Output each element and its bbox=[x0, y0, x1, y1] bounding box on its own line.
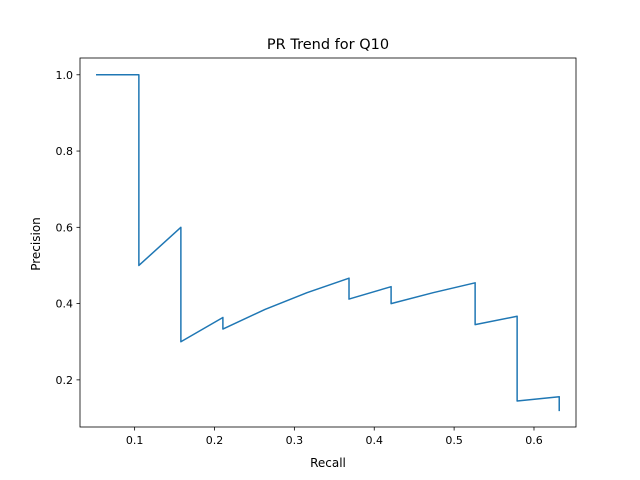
x-tick-label: 0.5 bbox=[445, 434, 463, 447]
y-tick-label: 0.2 bbox=[56, 374, 74, 387]
x-tick-label: 0.2 bbox=[206, 434, 224, 447]
x-axis-label: Recall bbox=[310, 456, 346, 470]
chart-title: PR Trend for Q10 bbox=[267, 37, 389, 53]
x-tick-label: 0.4 bbox=[365, 434, 383, 447]
series-line-0 bbox=[96, 74, 560, 412]
axes-frame bbox=[79, 57, 577, 428]
x-tick-label: 0.6 bbox=[525, 434, 543, 447]
y-axis-label: Precision bbox=[29, 217, 43, 271]
x-tick-label: 0.1 bbox=[126, 434, 144, 447]
y-axis-ticks: 0.2 0.4 0.6 0.8 1.0 bbox=[56, 69, 80, 387]
x-axis-ticks: 0.1 0.2 0.3 0.4 0.5 0.6 bbox=[126, 427, 543, 447]
y-tick-label: 0.4 bbox=[56, 298, 74, 311]
plot-area bbox=[79, 57, 577, 428]
x-tick-label: 0.3 bbox=[286, 434, 304, 447]
y-tick-label: 1.0 bbox=[56, 69, 74, 82]
y-tick-label: 0.8 bbox=[56, 145, 74, 158]
y-tick-label: 0.6 bbox=[56, 221, 74, 234]
